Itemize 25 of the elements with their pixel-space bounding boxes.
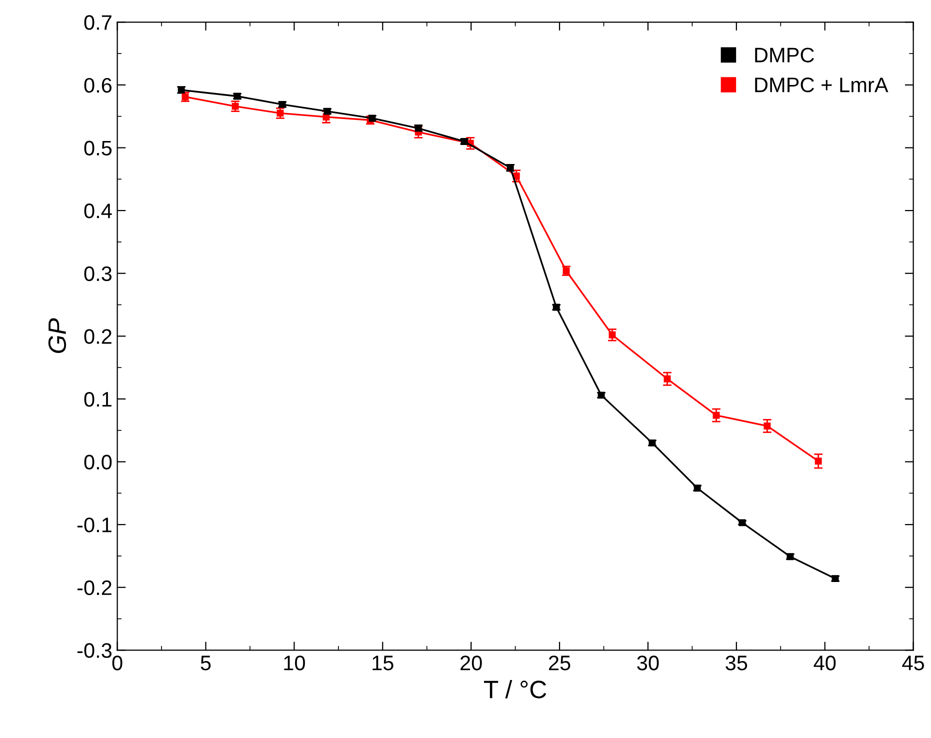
y-axis-title: GP	[48, 318, 66, 353]
x-tick-label: 30	[637, 656, 659, 670]
y-tick-label: -0.2	[77, 580, 112, 596]
legend-label: DMPC + LmrA	[755, 78, 888, 92]
x-tick-label: 0	[112, 656, 122, 670]
y-tick-label: 0.4	[84, 204, 112, 218]
x-tick-label: 5	[200, 656, 211, 670]
x-tick-label: 15	[372, 656, 394, 670]
y-tick-label: -0.1	[77, 518, 112, 532]
legend-label: DMPC	[755, 48, 814, 62]
x-tick-label: 40	[814, 656, 836, 670]
x-tick-label: 10	[284, 656, 305, 670]
x-tick-label: 20	[460, 656, 482, 670]
y-tick-label: 0.1	[84, 392, 112, 407]
y-tick-label: -0.3	[77, 643, 112, 658]
x-tick-label: 35	[726, 656, 748, 670]
y-tick-label: 0.3	[84, 266, 112, 282]
x-axis-title: T / °C	[484, 680, 546, 698]
y-tick-label: 0.7	[84, 15, 112, 30]
y-tick-label: 0.5	[84, 140, 112, 156]
y-tick-label: 0.2	[84, 329, 112, 344]
x-tick-label: 45	[902, 656, 924, 670]
y-tick-label: 0.6	[84, 78, 112, 93]
y-tick-label: 0.0	[84, 454, 112, 470]
x-tick-label: 25	[548, 656, 570, 670]
